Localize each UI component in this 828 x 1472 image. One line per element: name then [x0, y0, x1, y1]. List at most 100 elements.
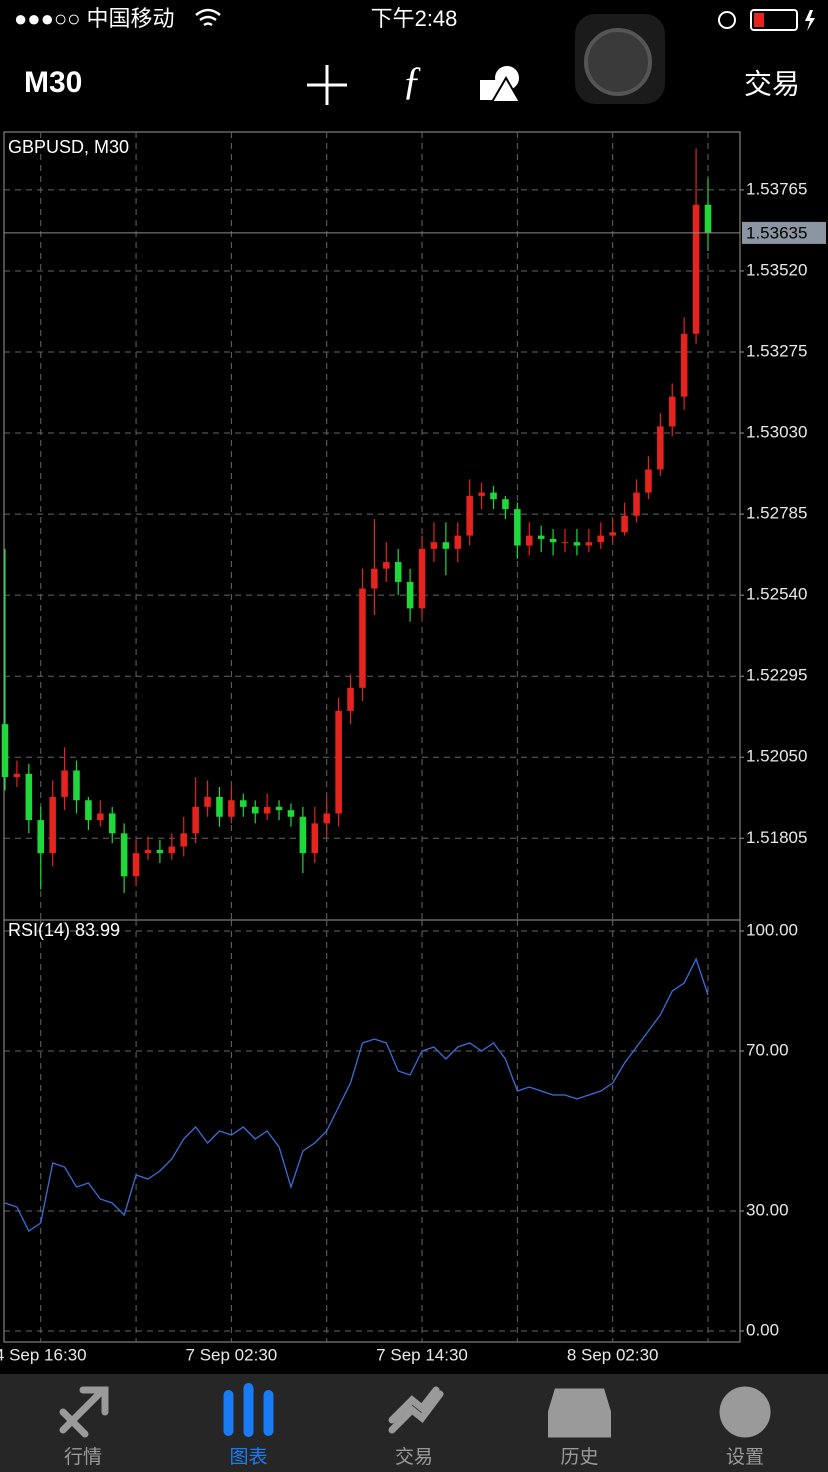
objects-icon[interactable]: [480, 66, 522, 103]
candle-body: [454, 535, 462, 549]
candle-body: [609, 532, 616, 536]
wifi-icon: [195, 8, 221, 27]
tab[interactable]: 历史: [548, 1388, 611, 1468]
candle-body: [25, 773, 33, 821]
y-tick-label: 1.52785: [746, 504, 807, 523]
candle-body: [251, 806, 259, 814]
y-tick-label: 1.52050: [746, 747, 807, 766]
candle-body: [561, 542, 569, 544]
tab-icon: [719, 1386, 771, 1438]
candle-body: [180, 833, 188, 847]
current-price-label: 1.53635: [746, 223, 807, 242]
battery: [750, 9, 798, 31]
candle-body: [490, 492, 497, 500]
lock-icon: [718, 11, 736, 29]
candle-body: [347, 687, 354, 711]
candle-body: [704, 204, 712, 233]
rsi-title: RSI(14) 83.99: [8, 920, 120, 940]
candle-body: [204, 796, 211, 807]
candle-body: [430, 542, 438, 549]
trade-button[interactable]: 交易: [744, 68, 800, 99]
tab-icon: [223, 1383, 274, 1437]
candle-body: [73, 770, 80, 801]
tab-bar: [0, 1374, 828, 1472]
candle-body: [645, 469, 652, 493]
candle-body: [657, 426, 664, 470]
candle-body: [85, 800, 92, 821]
y-tick-label: 1.53030: [746, 423, 807, 442]
tab-label: 行情: [64, 1446, 102, 1468]
candle-body: [692, 204, 700, 334]
y-tick-label: 1.52295: [746, 666, 807, 685]
tab-icon: [388, 1386, 444, 1434]
candle-body: [478, 492, 485, 496]
candle-body: [263, 806, 271, 814]
candle-body: [275, 806, 283, 811]
candle-body: [216, 796, 223, 817]
tab-label: 设置: [726, 1446, 764, 1468]
clock: 下午2:48: [371, 6, 458, 31]
candle-body: [240, 800, 247, 807]
tab[interactable]: 图表: [223, 1383, 274, 1468]
candle-body: [192, 806, 199, 834]
assistive-touch-knob: [584, 28, 652, 96]
candle-body: [228, 800, 235, 817]
candle-body: [406, 581, 414, 609]
candle-body: [299, 816, 307, 854]
candle-body: [394, 562, 402, 582]
candle-body: [597, 535, 605, 543]
candle-body: [525, 535, 533, 546]
candle-body: [335, 710, 342, 814]
candle-body: [668, 396, 676, 427]
candle-body: [549, 538, 557, 543]
candle-body: [383, 562, 390, 569]
x-tick-label: 4 Sep 16:30: [0, 1345, 87, 1364]
candle-body: [132, 853, 140, 877]
crosshair-icon[interactable]: [307, 65, 347, 105]
candle-body: [37, 820, 45, 854]
tab-label: 图表: [229, 1446, 267, 1468]
charging-icon: [805, 10, 815, 31]
candle-body: [311, 823, 319, 854]
candle-body: [359, 588, 366, 688]
y-tick-label: 1.52540: [746, 585, 807, 604]
candle-body: [97, 813, 104, 821]
tab[interactable]: 行情: [59, 1386, 109, 1468]
x-tick-label: 7 Sep 02:30: [186, 1345, 278, 1364]
candle-body: [442, 542, 450, 549]
candle-body: [287, 810, 295, 817]
candle-body: [585, 542, 593, 546]
y-tick-label: 1.51805: [746, 828, 807, 847]
tab[interactable]: 设置: [719, 1386, 771, 1468]
x-tick-label: 7 Sep 14:30: [376, 1345, 468, 1364]
timeframe[interactable]: M30: [24, 66, 82, 99]
candle-body: [108, 813, 116, 834]
candle-body: [13, 773, 21, 778]
y-tick-label: 0.00: [746, 1320, 779, 1339]
candle-body: [418, 548, 426, 609]
tab-label: 历史: [560, 1446, 598, 1468]
candle-body: [61, 770, 68, 797]
candle-body: [323, 813, 330, 824]
candle-body: [466, 495, 473, 536]
y-tick-label: 1.53520: [746, 260, 807, 279]
candle-body: [156, 849, 164, 854]
indicator-icon[interactable]: ƒ: [402, 58, 422, 103]
tab-icon: [59, 1386, 109, 1438]
battery-level: [754, 13, 764, 27]
candle-body: [144, 849, 152, 854]
rsi-panel: [3, 919, 741, 1343]
tab-label: 交易: [395, 1446, 433, 1468]
y-tick-label: 70.00: [746, 1040, 789, 1059]
tab[interactable]: 交易: [388, 1386, 444, 1468]
tab-icon: [548, 1388, 611, 1438]
candle-body: [680, 333, 688, 397]
candle-body: [371, 568, 378, 589]
x-tick-label: 8 Sep 02:30: [567, 1345, 659, 1364]
candle-body: [502, 499, 509, 510]
y-tick-label: 30.00: [746, 1200, 789, 1219]
rsi-line: [4, 957, 709, 1232]
